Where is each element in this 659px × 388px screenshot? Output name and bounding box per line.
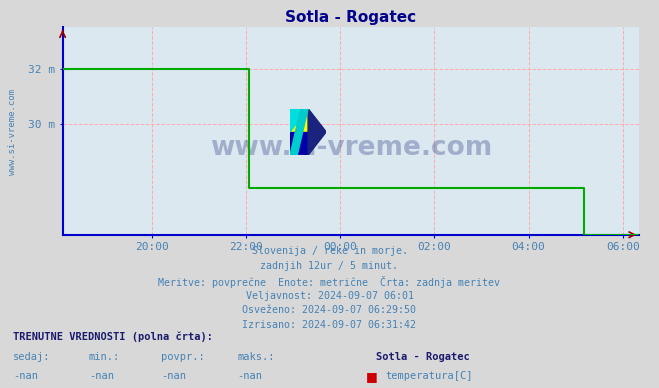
Text: sedaj:: sedaj: xyxy=(13,352,51,362)
Text: Meritve: povprečne  Enote: metrične  Črta: zadnja meritev: Meritve: povprečne Enote: metrične Črta:… xyxy=(159,276,500,288)
Text: povpr.:: povpr.: xyxy=(161,352,205,362)
Text: -nan: -nan xyxy=(161,371,186,381)
Text: Izrisano: 2024-09-07 06:31:42: Izrisano: 2024-09-07 06:31:42 xyxy=(243,320,416,330)
Text: -nan: -nan xyxy=(89,371,114,381)
Text: -nan: -nan xyxy=(13,371,38,381)
Bar xyxy=(290,109,308,132)
Text: zadnjih 12ur / 5 minut.: zadnjih 12ur / 5 minut. xyxy=(260,261,399,271)
Text: Sotla - Rogatec: Sotla - Rogatec xyxy=(376,352,469,362)
Text: Slovenija / reke in morje.: Slovenija / reke in morje. xyxy=(252,246,407,256)
Text: -nan: -nan xyxy=(237,371,262,381)
Text: Osveženo: 2024-09-07 06:29:50: Osveženo: 2024-09-07 06:29:50 xyxy=(243,305,416,315)
Text: temperatura[C]: temperatura[C] xyxy=(386,371,473,381)
Text: ■: ■ xyxy=(366,371,378,384)
Text: TRENUTNE VREDNOSTI (polna črta):: TRENUTNE VREDNOSTI (polna črta): xyxy=(13,332,213,342)
Text: Veljavnost: 2024-09-07 06:01: Veljavnost: 2024-09-07 06:01 xyxy=(246,291,413,301)
Text: maks.:: maks.: xyxy=(237,352,275,362)
Text: www.si-vreme.com: www.si-vreme.com xyxy=(8,89,17,175)
Polygon shape xyxy=(290,109,308,132)
Polygon shape xyxy=(290,109,308,155)
Polygon shape xyxy=(308,109,326,155)
Bar xyxy=(290,132,308,155)
Text: www.si-vreme.com: www.si-vreme.com xyxy=(210,135,492,161)
Title: Sotla - Rogatec: Sotla - Rogatec xyxy=(285,10,416,24)
Text: min.:: min.: xyxy=(89,352,120,362)
